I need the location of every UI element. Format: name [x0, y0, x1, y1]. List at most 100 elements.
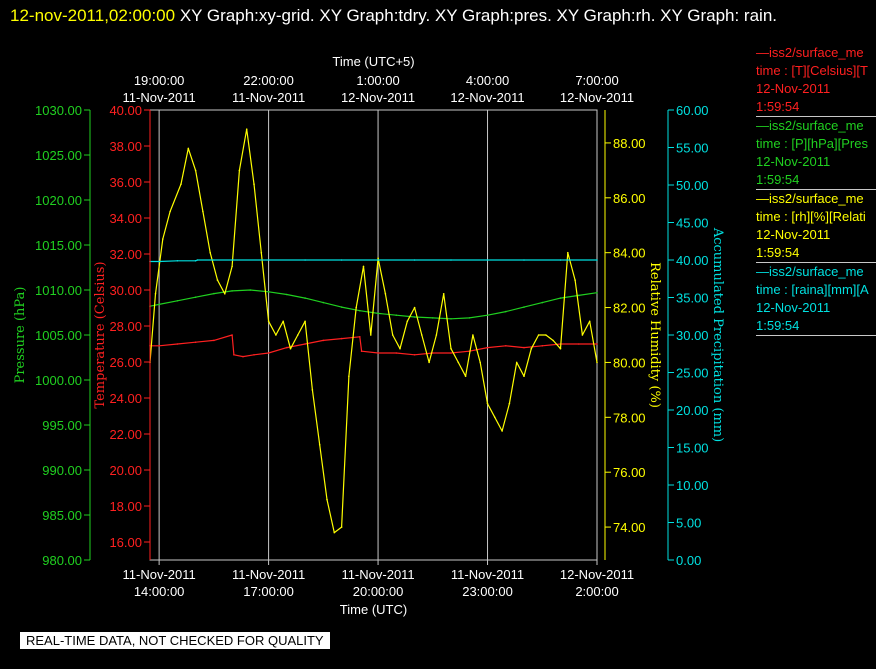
- precip-tick-label-6: 30.00: [676, 328, 709, 343]
- legend-text: 1:59:54: [756, 99, 800, 114]
- legend-text: 12-Nov-2011: [756, 81, 831, 96]
- legend-text: 12-Nov-2011: [756, 300, 831, 315]
- series-point-humidity-38: [428, 361, 430, 364]
- top-tick-time-3: 4:00:00: [466, 73, 509, 88]
- bottom-tick-time-1: 17:00:00: [243, 584, 294, 599]
- series-point-humidity-44: [472, 334, 474, 336]
- top-axis-title: Time (UTC+5): [332, 54, 414, 69]
- bottom-tick-time-2: 20:00:00: [353, 584, 404, 599]
- precip-tick-label-0: 0.00: [676, 553, 701, 568]
- series-point-pressure-14: [395, 314, 398, 317]
- series-point-pressure-9: [304, 297, 306, 299]
- quality-notice: REAL-TIME DATA, NOT CHECKED FOR QUALITY: [20, 632, 330, 649]
- series-point-humidity-61: [596, 361, 598, 364]
- series-point-precip-8: [304, 259, 306, 261]
- series-point-precip-11: [413, 259, 416, 261]
- pressure-tick-label-6: 1010.00: [35, 283, 82, 298]
- series-point-humidity-18: [282, 320, 285, 323]
- series-point-humidity-24: [326, 498, 328, 501]
- series-point-humidity-20: [297, 334, 299, 336]
- series-point-humidity-48: [501, 430, 503, 432]
- series-point-temperature-22: [486, 346, 489, 349]
- series-point-temperature-15: [360, 350, 363, 353]
- series-point-humidity-22: [311, 389, 314, 391]
- precip-tick-label-10: 50.00: [676, 178, 709, 193]
- series-point-humidity-16: [267, 320, 270, 323]
- bottom-tick-date-3: 11-Nov-2011: [451, 567, 524, 582]
- series-point-humidity-56: [559, 347, 562, 350]
- series-point-temperature-9: [267, 352, 270, 354]
- humidity-tick-label-2: 78.00: [613, 410, 646, 425]
- series-point-pressure-13: [377, 312, 379, 315]
- series-point-temperature-20: [450, 352, 452, 354]
- series-point-pressure-3: [194, 296, 197, 299]
- bottom-axis-title: Time (UTC): [340, 602, 407, 617]
- series-point-pressure-15: [413, 316, 416, 318]
- grid-lines: [158, 110, 598, 560]
- series-point-pressure-21: [523, 306, 525, 308]
- precip-tick-label-9: 45.00: [676, 216, 709, 231]
- axes-layer: Time (UTC+5) 19:00:00 11-Nov-2011 22:00:00 1…: [13, 54, 725, 617]
- series-point-humidity-12: [238, 169, 241, 172]
- series-point-humidity-57: [567, 251, 569, 254]
- header-titles: XY Graph:xy-grid. XY Graph:tdry. XY Grap…: [175, 6, 778, 25]
- legend-text: —iss2/surface_me: [756, 45, 864, 60]
- series-point-humidity-9: [216, 279, 219, 281]
- series-point-humidity-45: [479, 361, 482, 364]
- series-point-humidity-39: [435, 334, 438, 336]
- series-point-humidity-34: [399, 347, 401, 350]
- series-point-temperature-28: [596, 343, 598, 345]
- temperature-tick-label-11: 38.00: [109, 139, 142, 154]
- temperature-tick-label-4: 24.00: [109, 391, 142, 406]
- pressure-tick-label-3: 995.00: [42, 418, 82, 433]
- series-point-humidity-42: [457, 361, 460, 364]
- precip-tick-label-8: 40.00: [676, 253, 709, 268]
- temperature-axis-label: Temperature (Celsius): [93, 261, 108, 408]
- series-point-temperature-13: [340, 337, 343, 340]
- legend-text: 1:59:54: [756, 245, 800, 260]
- series-point-precip-5: [213, 259, 215, 261]
- top-tick-date-4: 12-Nov-2011: [560, 90, 634, 105]
- pressure-tick-label-7: 1015.00: [35, 238, 82, 253]
- bottom-tick-time-3: 23:00:00: [462, 584, 513, 599]
- series-point-humidity-31: [377, 257, 379, 260]
- graph-header: 12-nov-2011,02:00:00 XY Graph:xy-grid. X…: [10, 2, 870, 29]
- series-point-humidity-23: [318, 444, 321, 446]
- series-point-precip-7: [267, 259, 270, 261]
- series-point-humidity-59: [581, 334, 584, 336]
- pressure-tick-label-9: 1025.00: [35, 148, 82, 163]
- series-point-humidity-60: [588, 320, 591, 323]
- precip-tick-label-11: 55.00: [676, 141, 709, 156]
- precip-axis-label: Accumulated Precipitation (mm): [710, 227, 725, 442]
- series-point-precip-2: [176, 260, 179, 262]
- bottom-tick-date-1: 11-Nov-2011: [232, 567, 305, 582]
- series-point-humidity-32: [384, 293, 387, 295]
- series-point-humidity-13: [245, 128, 248, 130]
- series-point-humidity-19: [289, 347, 292, 350]
- series-line-precip: [150, 259, 597, 263]
- temperature-tick-label-12: 40.00: [109, 103, 142, 118]
- series-point-humidity-51: [523, 375, 525, 378]
- humidity-tick-label-0: 74.00: [613, 520, 646, 535]
- series-point-humidity-27: [348, 375, 350, 378]
- temperature-tick-label-0: 16.00: [109, 535, 142, 550]
- series-point-pressure-2: [176, 300, 179, 302]
- precip-tick-label-12: 60.00: [676, 103, 709, 118]
- series-point-pressure-24: [578, 294, 580, 297]
- series-point-humidity-10: [224, 293, 226, 295]
- humidity-axis-label: Relative Humidity (%): [647, 262, 662, 408]
- series-point-pressure-6: [249, 289, 252, 291]
- temperature-tick-label-1: 18.00: [109, 499, 142, 514]
- series-point-humidity-17: [275, 334, 277, 336]
- series-point-precip-12: [450, 259, 452, 261]
- series-point-temperature-17: [395, 352, 398, 354]
- series-point-precip-3: [194, 260, 197, 262]
- series-point-humidity-47: [494, 416, 496, 419]
- series-point-temperature-7: [242, 355, 244, 358]
- temperature-tick-label-2: 20.00: [109, 463, 142, 478]
- bottom-tick-date-4: 12-Nov-2011: [560, 567, 634, 582]
- series-point-precip-16: [596, 259, 598, 261]
- series-point-humidity-46: [486, 402, 489, 405]
- humidity-tick-label-7: 88.00: [613, 136, 646, 151]
